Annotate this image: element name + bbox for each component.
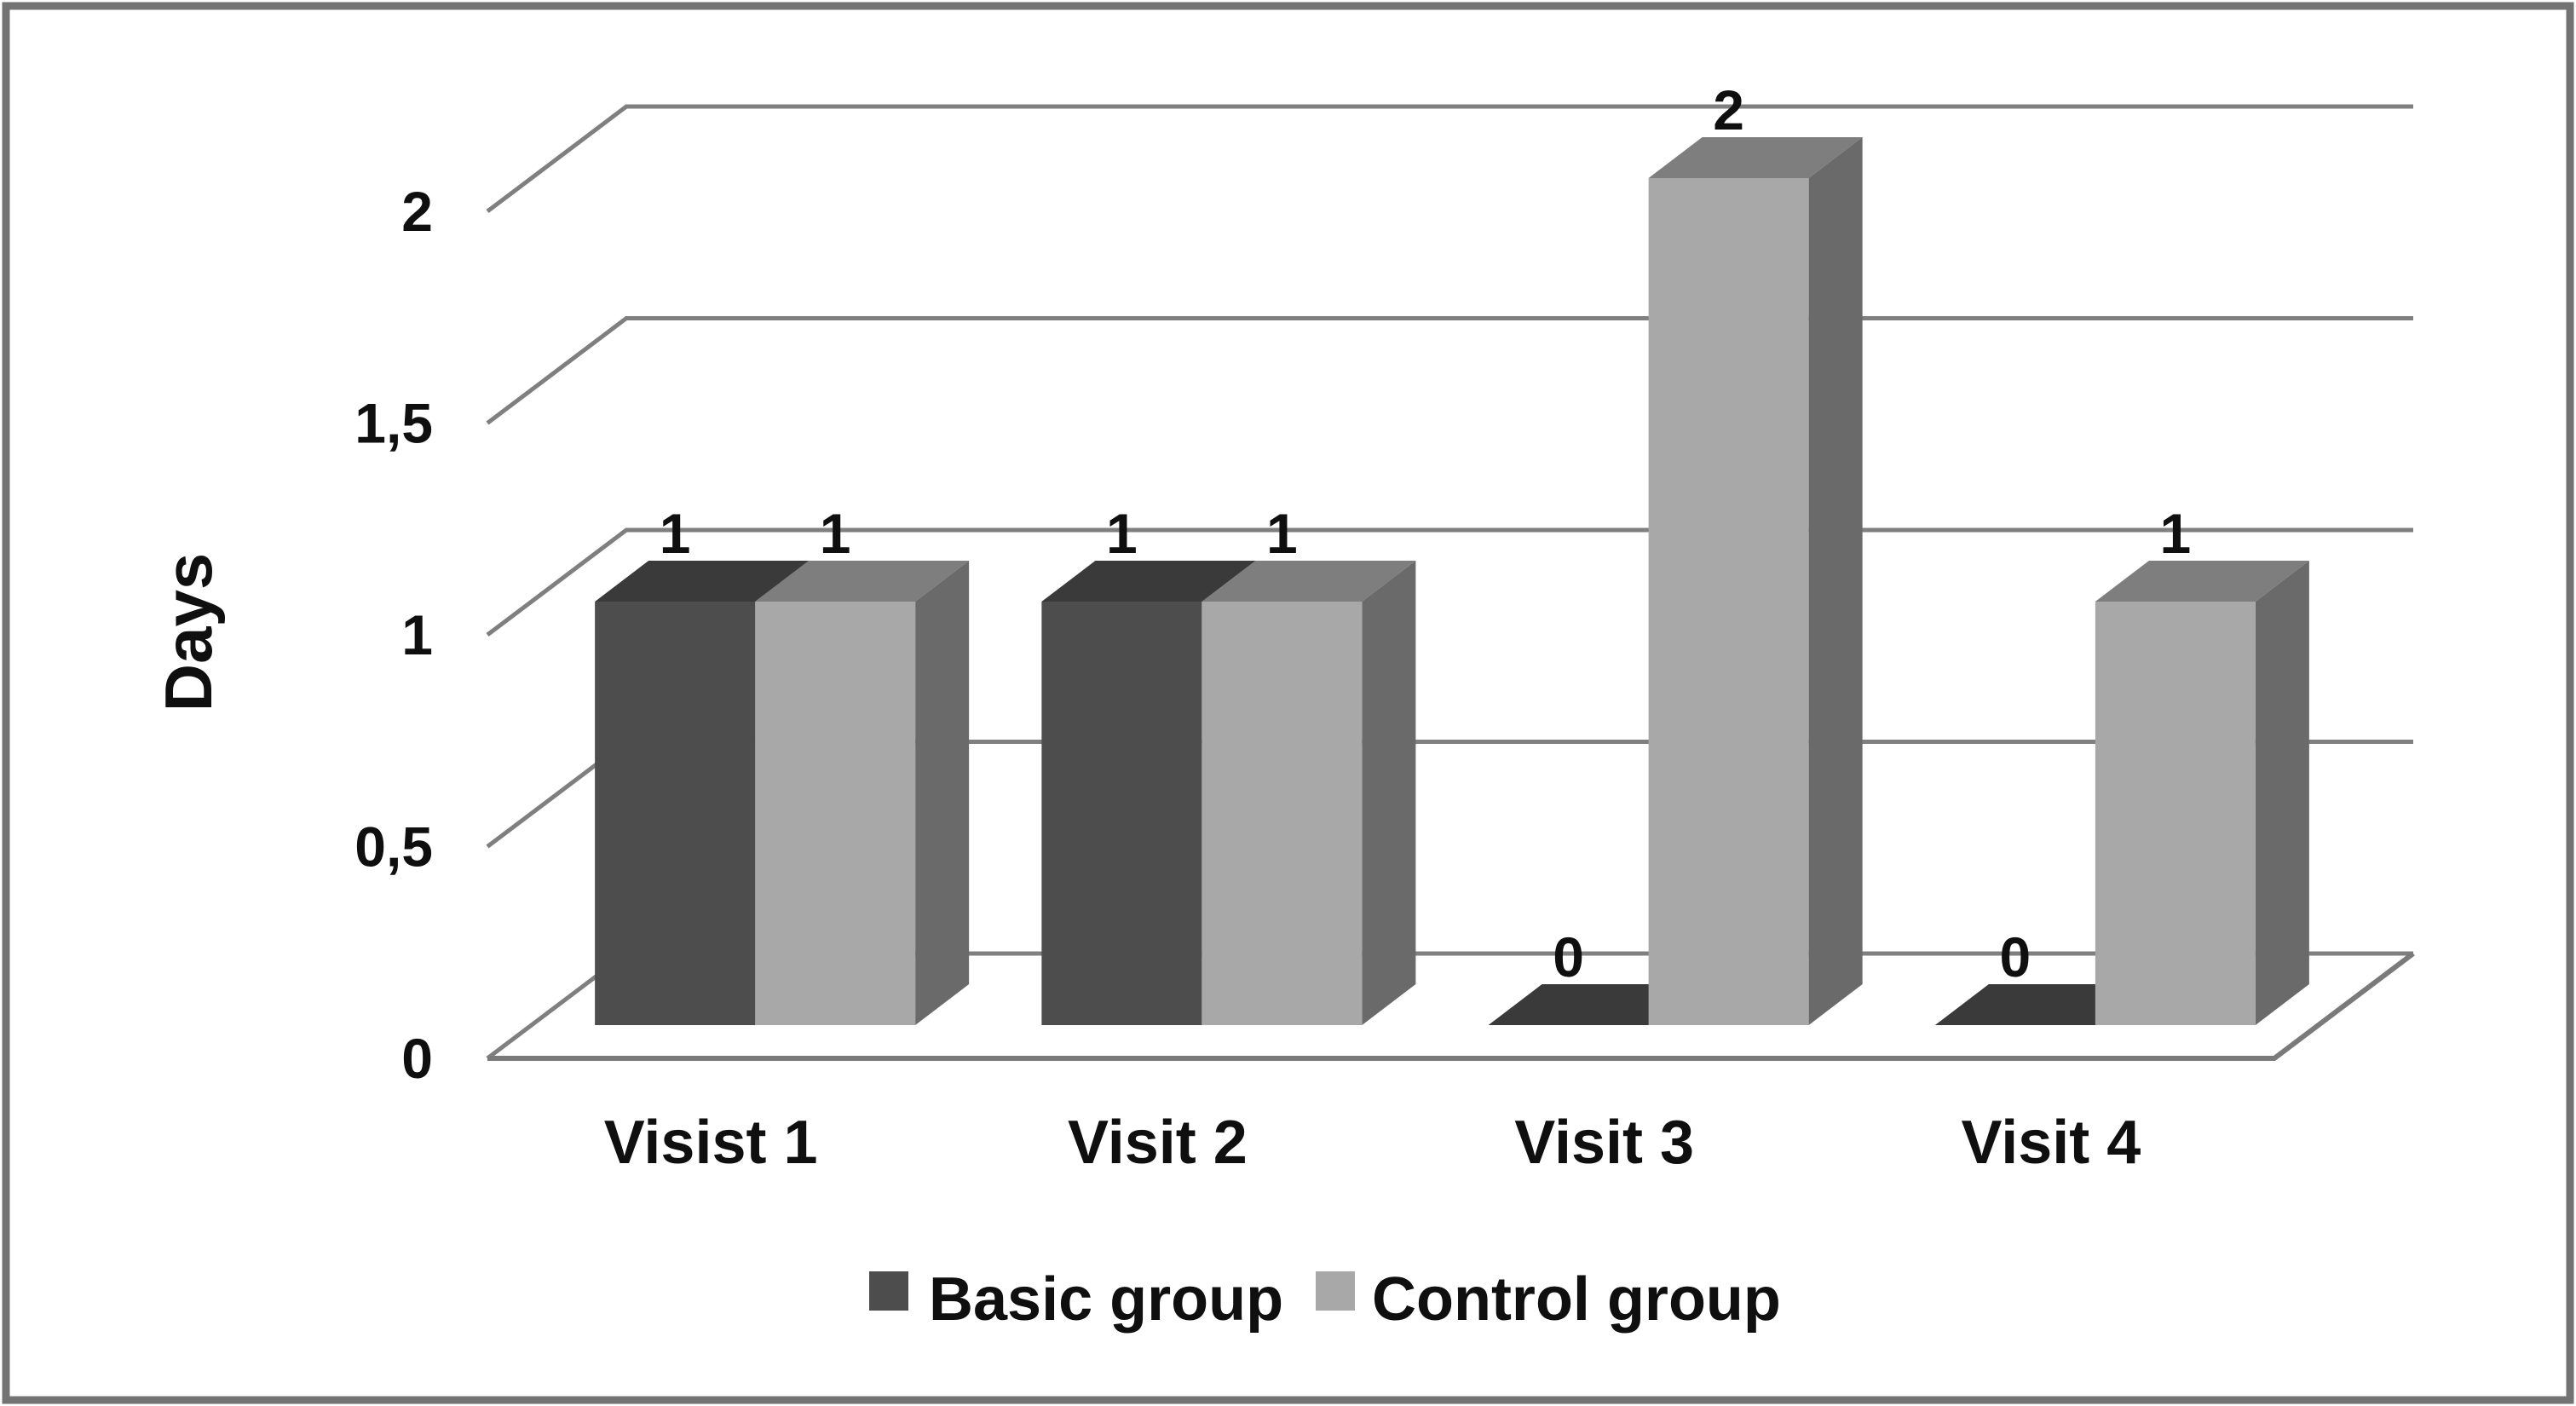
x-label-visist-1: Visist 1 bbox=[604, 1109, 818, 1177]
bar-front-face bbox=[595, 602, 756, 1025]
bar-side-face bbox=[1808, 137, 1863, 1025]
data-labels: 1 1 1 1 0 2 0 1 bbox=[660, 78, 2191, 988]
bar-front-face bbox=[2095, 602, 2256, 1025]
floor-outline bbox=[487, 951, 2415, 1061]
bar-side-face bbox=[915, 561, 970, 1025]
bar-front-face bbox=[1202, 602, 1363, 1025]
data-label-visist-1-basic-group: 1 bbox=[660, 502, 691, 565]
y-tick-1: 1 bbox=[401, 603, 433, 666]
legend-swatch-basic-group bbox=[869, 1271, 908, 1311]
bar-front-face bbox=[755, 602, 916, 1025]
bar-front-face bbox=[1648, 178, 1809, 1025]
chart-floor bbox=[487, 951, 2415, 1061]
bar-visist-1-control-group bbox=[755, 561, 970, 1025]
bar-top-face bbox=[1202, 561, 1416, 602]
bar-visit-2-control-group bbox=[1202, 561, 1416, 1025]
legend-label-control-group: Control group bbox=[1372, 1265, 1781, 1334]
bars bbox=[595, 137, 2309, 1025]
bar-visit-4-control-group bbox=[2095, 561, 2309, 1025]
bar-top-face bbox=[1041, 561, 1256, 602]
bar-top-face bbox=[2095, 561, 2309, 602]
x-label-visit-4: Visit 4 bbox=[1961, 1109, 2141, 1177]
x-label-visit-2: Visit 2 bbox=[1068, 1109, 1248, 1177]
bar-side-face bbox=[2255, 561, 2309, 1025]
y-axis-tick-labels: 0 0,5 1 1,5 2 bbox=[354, 180, 433, 1090]
x-axis-category-labels: Visist 1 Visit 2 Visit 3 Visit 4 bbox=[604, 1109, 2141, 1177]
y-tick-0-5: 0,5 bbox=[354, 815, 433, 879]
bar-side-face bbox=[1362, 561, 1416, 1025]
legend-item-control-group: Control group bbox=[1316, 1265, 1781, 1334]
data-label-visit-4-control-group: 1 bbox=[2160, 502, 2192, 565]
data-label-visit-3-basic-group: 0 bbox=[1553, 925, 1584, 988]
bar-front-face bbox=[1041, 602, 1202, 1025]
y-axis-title: Days bbox=[151, 553, 226, 712]
bar-top-face bbox=[755, 561, 970, 602]
x-label-visit-3: Visit 3 bbox=[1514, 1109, 1694, 1177]
data-label-visist-1-control-group: 1 bbox=[820, 502, 851, 565]
data-label-visit-3-control-group: 2 bbox=[1713, 78, 1744, 141]
bar-top-face bbox=[595, 561, 810, 602]
legend-swatch-control-group bbox=[1316, 1271, 1355, 1311]
data-label-visit-2-control-group: 1 bbox=[1266, 502, 1298, 565]
legend: Basic group Control group bbox=[869, 1265, 1781, 1334]
legend-label-basic-group: Basic group bbox=[929, 1265, 1283, 1334]
y-tick-1-5: 1,5 bbox=[354, 392, 433, 455]
data-label-visit-2-basic-group: 1 bbox=[1106, 502, 1138, 565]
bar-top-face bbox=[1648, 137, 1863, 178]
bar-visit-3-control-group bbox=[1648, 137, 1863, 1025]
legend-item-basic-group: Basic group bbox=[869, 1265, 1283, 1334]
data-label-visit-4-basic-group: 0 bbox=[2000, 925, 2031, 988]
gridline-2 bbox=[486, 104, 2413, 213]
y-tick-2: 2 bbox=[401, 180, 433, 243]
y-tick-0: 0 bbox=[401, 1027, 433, 1090]
